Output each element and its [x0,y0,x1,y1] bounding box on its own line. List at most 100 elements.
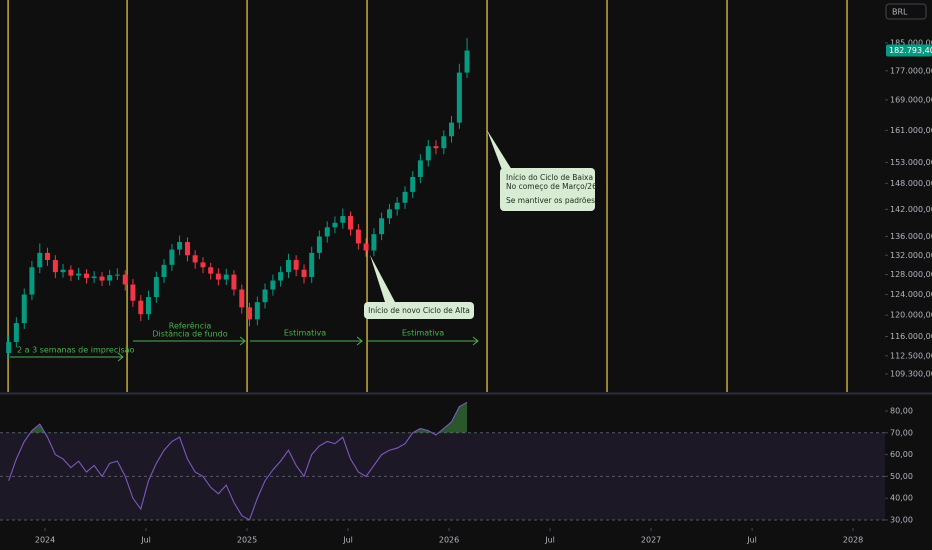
y-tick-label: 148.000,00 [890,179,932,188]
y-tick-label: 30,00 [890,515,913,524]
candle-body [417,160,423,177]
candle-body [99,276,105,281]
candle-body [68,269,74,276]
candle-body [371,234,377,251]
y-tick-label: 40,00 [890,494,913,503]
candle-body [208,267,214,274]
candle-body [169,249,175,265]
candle-body [161,264,167,278]
candle-body [37,252,43,268]
y-tick-label: 136.000,00 [890,232,932,241]
candle-body [29,267,35,295]
x-tick-label: Jul [140,536,151,545]
candle-body [448,122,454,137]
candle-body [347,216,353,230]
y-tick-label: 60,00 [890,450,913,459]
candle-body [425,146,431,161]
y-tick-label: 161.000,00 [890,126,932,135]
candle-body [13,323,19,342]
candle-body [456,72,462,123]
y-tick-label: 116.000,00 [890,332,932,341]
x-tick-label: 2025 [237,536,257,545]
callout-text: Início de novo Ciclo de Alta [368,306,470,315]
candle-body [394,202,400,210]
last-price-label: 182.793,40 [889,46,932,55]
y-tick-label: 169.000,00 [890,95,932,104]
annotation: Referência [169,321,212,331]
y-tick-label: 80,00 [890,407,913,416]
annotation: Distância de fundo [152,330,227,339]
candle-body [192,255,198,263]
candle-body [200,262,206,268]
last-price-box [886,44,932,57]
y-tick-label: 185.000,00 [890,39,932,48]
candle-body [130,284,136,301]
y-tick-label: 177.000,00 [890,66,932,75]
y-tick-label: 142.000,00 [890,205,932,214]
candle-body [76,273,82,276]
candle-body [114,274,120,276]
candle-body [246,307,252,320]
candle-body [402,191,408,203]
candle-body [262,289,268,303]
callout-text: Início do Ciclo de Baixa [506,173,593,182]
x-tick-label: 2026 [439,536,459,545]
candle-body [316,236,322,253]
annotation: 2 a 3 semanas de imprecisão [17,346,135,355]
callout-text: Se mantiver os padrões [506,196,595,205]
currency-label[interactable]: BRL [892,8,908,17]
candle-body [293,260,299,270]
candle-body [324,227,330,237]
y-tick-label: 50,00 [890,472,913,481]
candle-body [285,260,291,273]
candle-body [177,242,183,250]
candle-body [122,274,128,285]
arrow [133,336,246,346]
time-axis [0,528,932,550]
candle-body [340,216,346,223]
candle-body [386,209,392,219]
candle-body [278,272,284,281]
candle-body [91,276,97,279]
currency-button[interactable] [885,3,927,20]
x-tick-label: Jul [746,536,757,545]
x-tick-label: 2027 [641,536,661,545]
candle-body [223,274,229,280]
candle-body [184,242,190,256]
x-tick-label: Jul [544,536,555,545]
y-tick-label: 112.500,00 [890,351,932,360]
candle-body [332,222,338,228]
candle-body [60,269,66,273]
candle-body [301,269,307,278]
candle-body [464,50,470,73]
callout [364,302,474,319]
callout-pointer [370,255,395,302]
y-tick-label: 153.000,00 [890,158,932,167]
candle-body [239,289,245,308]
x-tick-label: 2024 [35,536,55,545]
rsi-band [0,432,885,520]
rsi-line [8,401,468,521]
candle-body [83,273,89,279]
candle-body [410,176,416,192]
candle-body [145,297,151,315]
annotations [10,336,479,362]
annotation: Estimativa [284,329,326,338]
candle-body [309,252,315,278]
y-tick-label: 128.000,00 [890,270,932,279]
x-tick-label: Jul [342,536,353,545]
candle-body [254,302,260,320]
candle-body [138,300,144,315]
annotation: Estimativa [402,329,444,338]
callout [500,168,595,211]
candle-body [215,273,221,280]
y-tick-label: 132.000,00 [890,251,932,260]
candle-body [52,260,58,273]
candle-body [107,275,113,281]
candle-body [44,252,50,261]
y-tick-label: 109.300,00 [890,369,932,378]
candle-body [231,274,237,290]
y-tick-label: 120.000,00 [890,311,932,320]
